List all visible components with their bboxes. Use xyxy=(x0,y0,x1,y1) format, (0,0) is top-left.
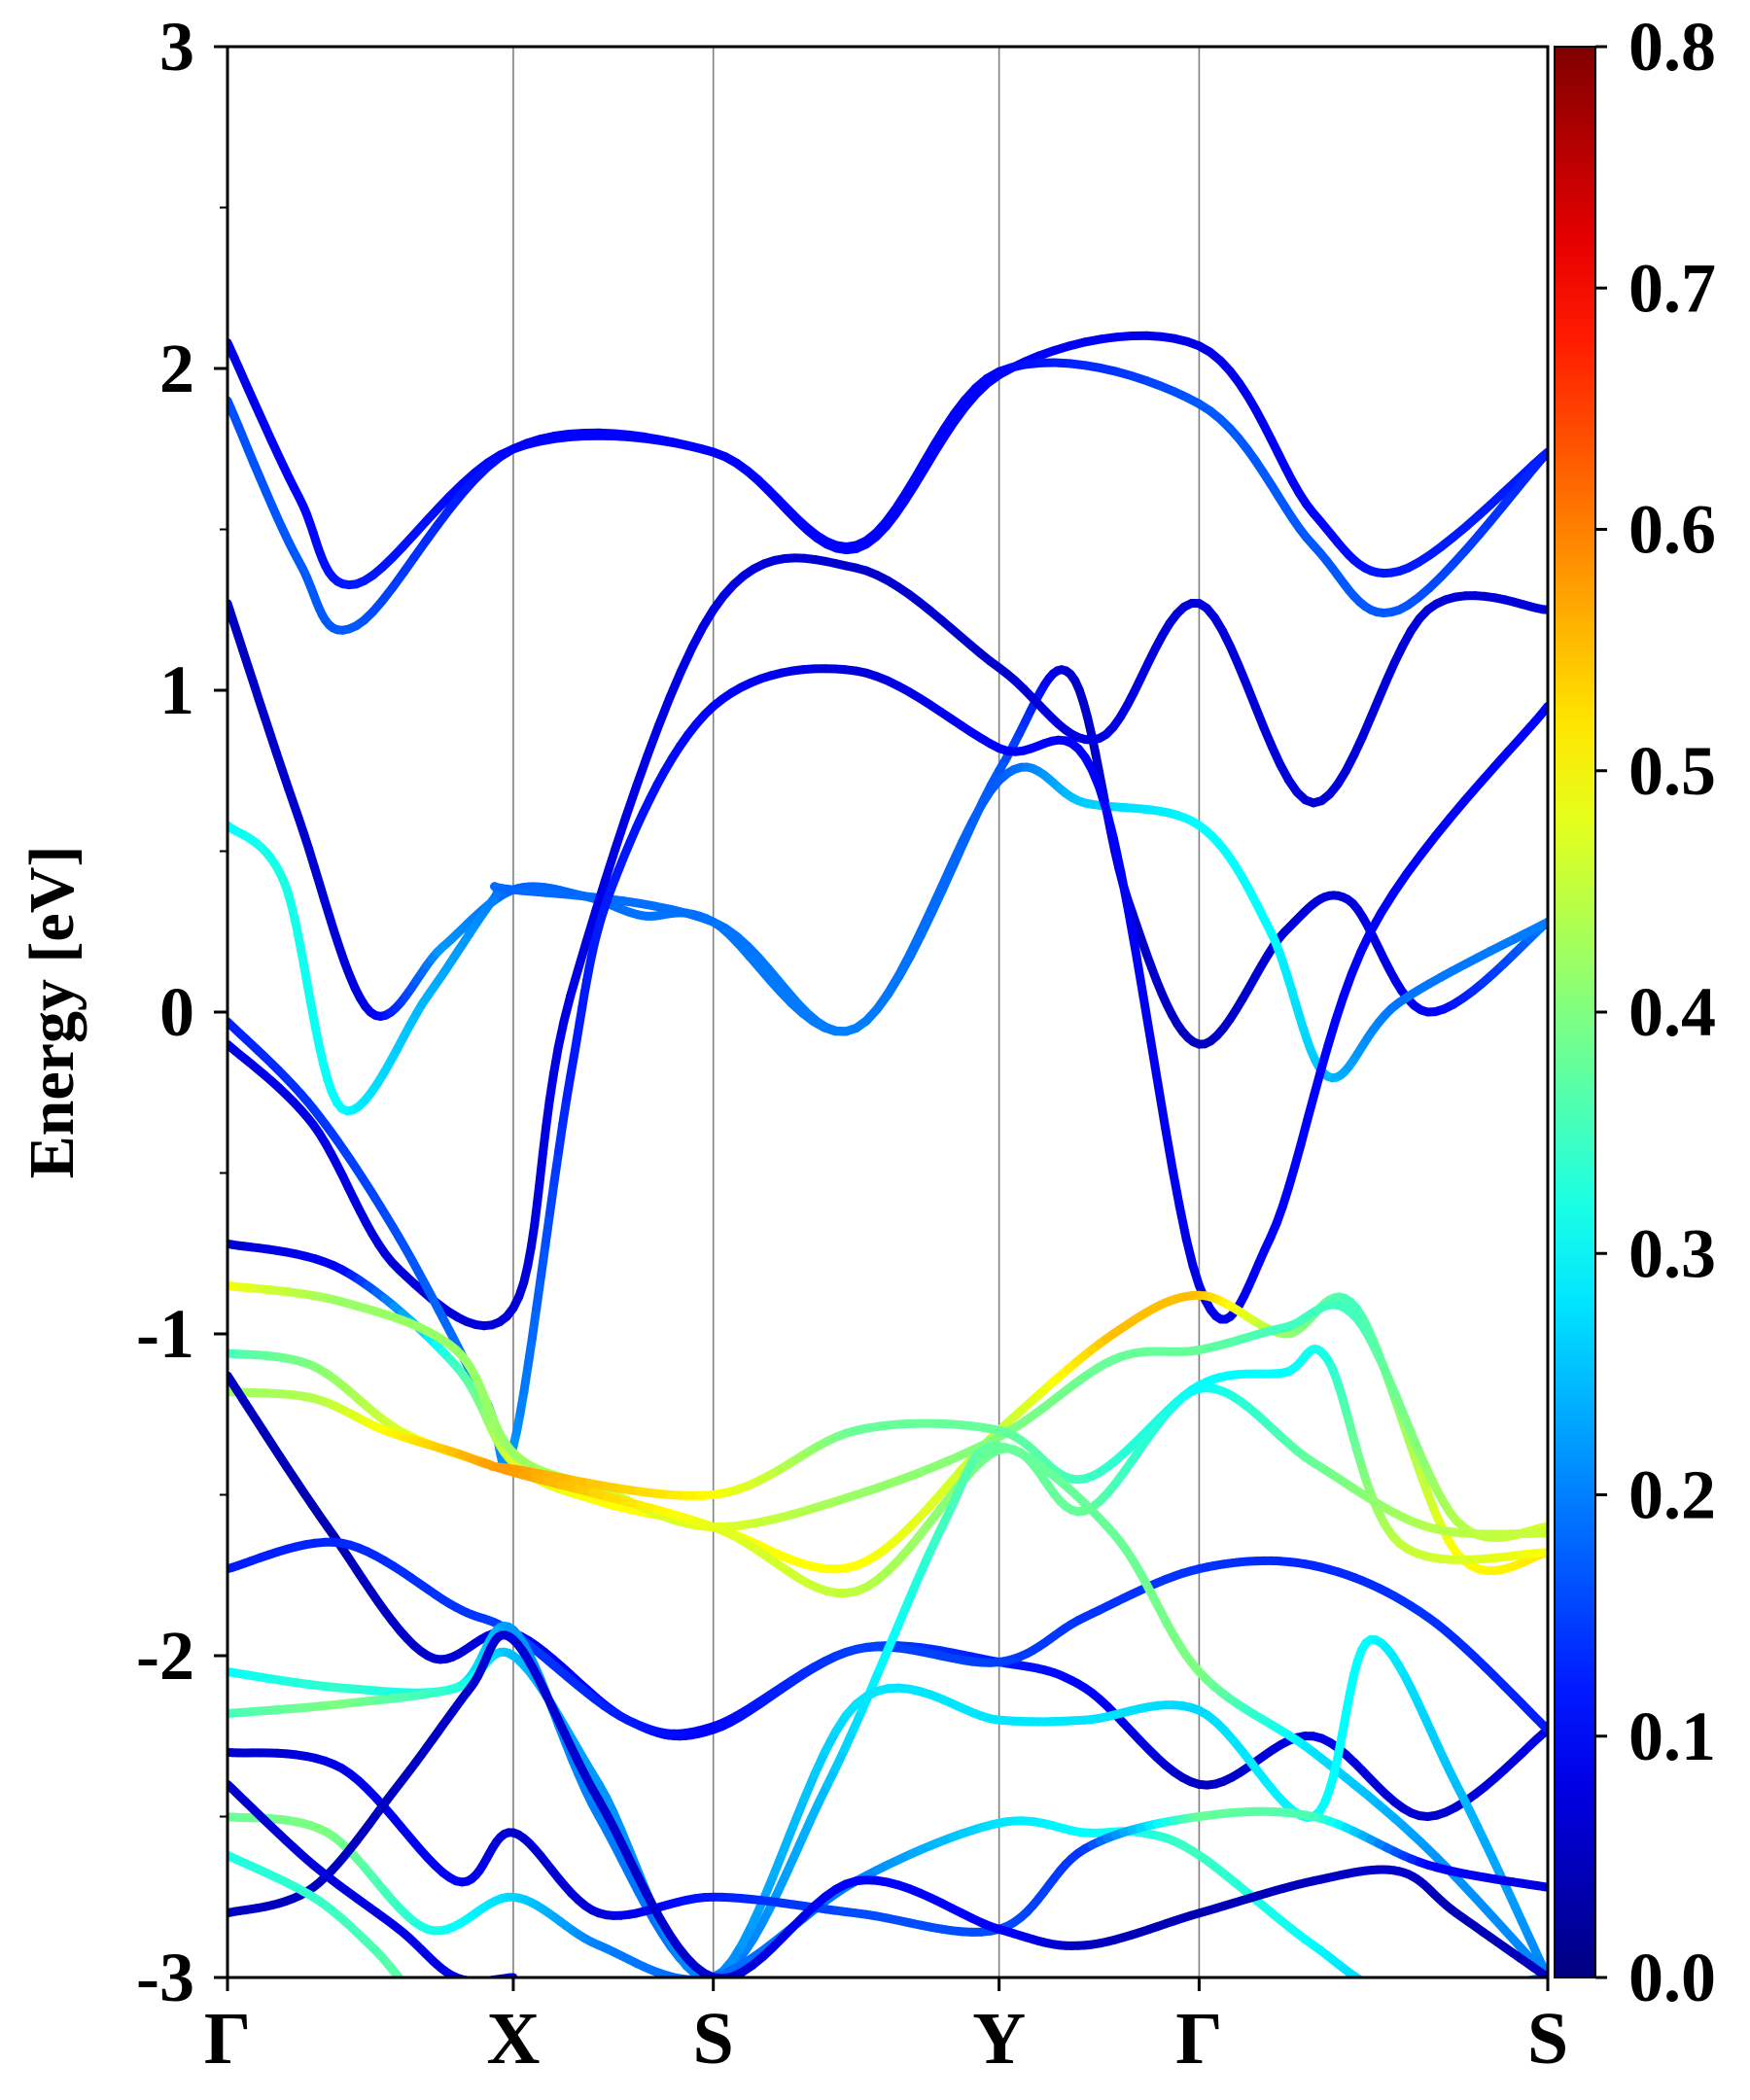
band-segment xyxy=(545,1176,559,1217)
colorbar-tick-label: 0.4 xyxy=(1628,973,1716,1051)
band-segment xyxy=(549,1147,564,1186)
band-segment xyxy=(456,1975,469,1978)
band-segment xyxy=(527,1303,542,1343)
y-tick-label: 2 xyxy=(159,330,194,407)
band-segment xyxy=(654,692,675,730)
band-segment xyxy=(1153,1081,1171,1134)
colorbar-tick-label: 0.2 xyxy=(1628,1456,1716,1534)
band-segment xyxy=(1138,993,1156,1046)
colorbar-tick-label: 0.6 xyxy=(1628,491,1716,569)
k-point-label: Y xyxy=(972,1998,1026,2080)
band-segment xyxy=(768,1847,788,1882)
band xyxy=(228,1850,403,1978)
band-segment xyxy=(532,1272,545,1312)
band-segment xyxy=(778,1821,798,1857)
band-segment xyxy=(536,1240,550,1281)
band-segment xyxy=(1371,1985,1377,1988)
colorbar-gradient xyxy=(1554,46,1596,1978)
band-segment xyxy=(1146,1036,1163,1091)
band-segment xyxy=(1161,1124,1177,1174)
band-segment xyxy=(554,1119,568,1156)
band-segment xyxy=(548,1043,563,1079)
band-segment xyxy=(1391,1992,1399,1993)
band-segment xyxy=(1519,1977,1527,1978)
k-point-label: S xyxy=(1527,1998,1568,2080)
band-segment xyxy=(1116,868,1134,917)
band-segment xyxy=(542,1096,554,1132)
y-tick-label: -2 xyxy=(136,1617,194,1695)
y-tick-label: 0 xyxy=(159,973,194,1051)
band-segment xyxy=(788,1795,809,1831)
colorbar: 0.8 0.7 0.6 0.5 0.4 0.3 0.2 0.1 0.0 xyxy=(1554,8,1716,2016)
band-segment xyxy=(691,1975,709,1978)
k-point-label: Γ xyxy=(1175,1998,1222,2080)
band-segment xyxy=(1174,1202,1191,1243)
k-point-label: S xyxy=(693,1998,734,2080)
y-tick-label: 1 xyxy=(159,651,194,729)
band-segment xyxy=(484,1976,497,1978)
band xyxy=(228,1812,1548,1995)
band xyxy=(228,358,1548,635)
y-axis-label: Energy [eV] xyxy=(17,846,88,1179)
band-segment xyxy=(799,1769,820,1804)
band-segment xyxy=(1181,1234,1198,1271)
band-segment xyxy=(553,1017,569,1052)
band-segment xyxy=(1355,1975,1365,1978)
band-segment xyxy=(461,1976,472,1978)
band xyxy=(228,1383,1548,1598)
band-segment xyxy=(489,1975,502,1978)
band-segment xyxy=(1503,1983,1515,1985)
band-segment xyxy=(1109,834,1126,878)
band-segment xyxy=(600,845,620,886)
band-segment xyxy=(632,751,652,790)
band-segment xyxy=(1102,805,1118,844)
y-tick-label: -1 xyxy=(136,1295,194,1373)
band xyxy=(228,762,1548,1116)
colorbar-tick-label: 0.1 xyxy=(1628,1698,1716,1775)
band-segment xyxy=(566,965,582,1000)
k-point-label: Γ xyxy=(204,1998,251,2080)
band-segment xyxy=(1442,1992,1454,1993)
band-segment xyxy=(1168,1165,1184,1211)
band-segment xyxy=(1491,1984,1503,1986)
band-segment xyxy=(1479,1986,1491,1988)
band-segment xyxy=(1365,1983,1371,1986)
band-segment xyxy=(643,720,664,760)
band-segment xyxy=(541,1208,555,1249)
band-segment xyxy=(1132,949,1148,1002)
band-segment xyxy=(1466,1988,1479,1990)
band xyxy=(228,1779,518,1978)
colorbar-tick-label: 0.0 xyxy=(1628,1939,1716,2016)
colorbar-tick-label: 0.5 xyxy=(1628,732,1716,810)
colorbar-tick-label: 0.7 xyxy=(1628,249,1716,327)
band-segment xyxy=(523,1333,537,1371)
band xyxy=(228,1630,1548,1978)
band-segment xyxy=(1429,1993,1441,1994)
band-segment xyxy=(1522,1975,1538,1978)
band xyxy=(228,1747,1548,1937)
band xyxy=(228,1345,1548,1564)
band-segment xyxy=(581,907,600,947)
band-segment xyxy=(621,782,642,822)
colorbar-tick-label: 0.8 xyxy=(1628,8,1716,86)
y-tick-label: 3 xyxy=(159,8,194,86)
band-segment xyxy=(544,1069,558,1105)
band-lines xyxy=(228,331,1548,1995)
band-segment xyxy=(665,666,686,702)
y-tick-label: -3 xyxy=(136,1939,194,2016)
band-segment xyxy=(611,813,630,855)
y-axis: 3 2 1 0 -1 -2 -3 xyxy=(136,8,228,2016)
band-segment xyxy=(574,937,591,975)
band-segment xyxy=(1378,1988,1384,1990)
k-point-label: X xyxy=(486,1998,540,2080)
band-segment xyxy=(1399,1994,1408,1995)
band xyxy=(228,553,1548,1331)
colorbar-tick-label: 0.3 xyxy=(1628,1214,1716,1292)
band-segment xyxy=(1124,907,1140,959)
band-segment xyxy=(1453,1990,1466,1992)
band-segment xyxy=(1383,1990,1391,1992)
band-segment xyxy=(590,876,610,917)
